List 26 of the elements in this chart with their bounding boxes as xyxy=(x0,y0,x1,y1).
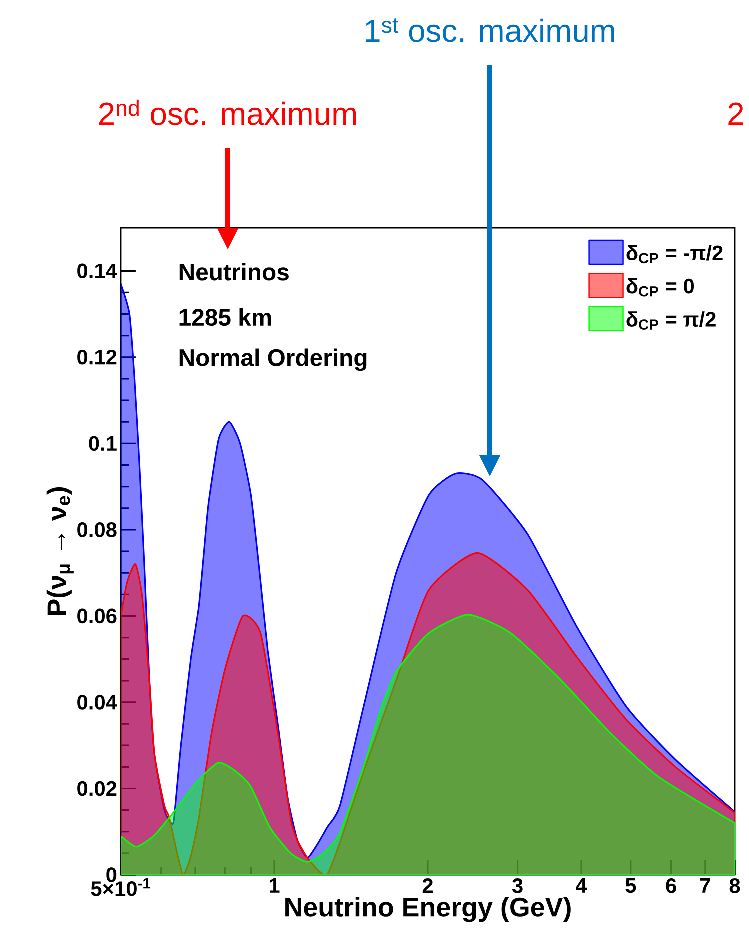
y-tick-label: 0.02 xyxy=(78,781,117,796)
y-tick-label: 0.12 xyxy=(78,350,117,365)
y-tick-label: 0.1 xyxy=(89,436,117,452)
annotation: Neutrinos xyxy=(180,263,289,281)
y-tick-label: 0.06 xyxy=(78,608,117,624)
x-tick-label: 6 xyxy=(666,878,676,894)
x-tick-label: 2 xyxy=(422,878,433,894)
x-tick-label: 8 xyxy=(730,878,740,894)
text: 1$^{st}$ osc. maximum xyxy=(366,18,614,42)
x-tick-label: 4 xyxy=(576,878,588,893)
y-tick-label: 0.14 xyxy=(78,264,118,279)
y-tick-label: 0.04 xyxy=(78,695,118,710)
legend-label: δ$_{CP}$ = -π/2 xyxy=(626,245,723,264)
text: 2$^{nd}$ osc. maximum xyxy=(99,100,356,126)
annotation: 1285 km xyxy=(180,308,272,326)
x-axis-title: Neutrino Energy (GeV) xyxy=(286,897,571,922)
y-axis-title: P(ν$_{μ}$ → ν$_{e}$) xyxy=(46,488,74,616)
text: 2 xyxy=(728,102,744,125)
x-tick-label: 5 xyxy=(626,878,636,894)
x-tick-label: 7 xyxy=(700,878,710,893)
x-tick-label: 1 xyxy=(270,878,280,893)
annotation: Normal Ordering xyxy=(180,348,367,372)
y-tick-label: 0.08 xyxy=(78,522,117,538)
legend-label: δ$_{CP}$ = 0 xyxy=(626,278,694,297)
x-tick-label: 3 xyxy=(512,878,523,894)
legend-label: δ$_{CP}$ = π/2 xyxy=(626,312,716,330)
